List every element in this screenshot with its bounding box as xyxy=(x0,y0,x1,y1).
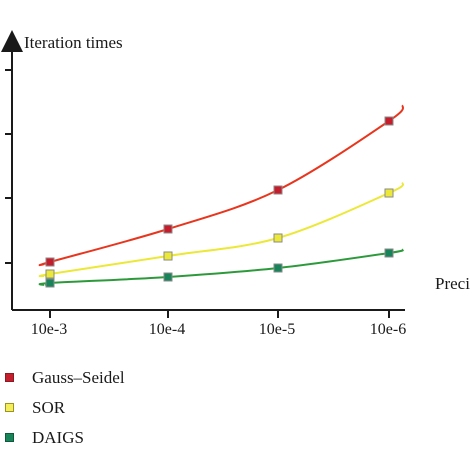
data-point-s2-0 xyxy=(45,278,55,288)
data-point-s0-2 xyxy=(273,185,283,195)
data-point-s1-2 xyxy=(273,233,283,243)
legend: Gauss–Seidel SOR DAIGS xyxy=(0,362,200,452)
data-point-s2-3 xyxy=(384,248,394,258)
data-point-s2-1 xyxy=(163,272,173,282)
legend-swatch xyxy=(5,372,14,382)
legend-swatch xyxy=(5,432,14,442)
legend-label: Gauss–Seidel xyxy=(32,367,125,387)
data-point-s0-3 xyxy=(384,116,394,126)
legend-label: SOR xyxy=(32,397,66,417)
x-tick-label: 10e-4 xyxy=(149,321,185,338)
data-point-s2-2 xyxy=(273,263,283,273)
y-axis-arrow xyxy=(1,30,23,52)
series-line-1 xyxy=(38,181,405,278)
series-markers xyxy=(45,116,394,288)
data-point-s0-0 xyxy=(45,257,55,267)
series-line-0 xyxy=(38,104,405,267)
data-point-s1-0 xyxy=(45,269,55,279)
x-tick-label: 10e-5 xyxy=(259,321,295,338)
data-point-s1-1 xyxy=(163,251,173,261)
x-axis-label: Preci xyxy=(435,274,470,293)
x-tick-label: 10e-3 xyxy=(31,321,67,338)
x-tick-labels: 10e-3 10e-4 10e-5 10e-6 xyxy=(31,321,406,338)
legend-label: DAIGS xyxy=(32,427,84,447)
axes xyxy=(1,30,405,318)
legend-item-daigs: DAIGS xyxy=(0,422,200,452)
data-point-s0-1 xyxy=(163,224,173,234)
series-lines xyxy=(38,104,405,286)
legend-swatch xyxy=(5,402,14,412)
legend-item-sor: SOR xyxy=(0,392,200,422)
legend-item-gauss-seidel: Gauss–Seidel xyxy=(0,362,200,392)
x-tick-label: 10e-6 xyxy=(370,321,406,338)
data-point-s1-3 xyxy=(384,188,394,198)
y-axis-label: Iteration times xyxy=(24,33,123,52)
